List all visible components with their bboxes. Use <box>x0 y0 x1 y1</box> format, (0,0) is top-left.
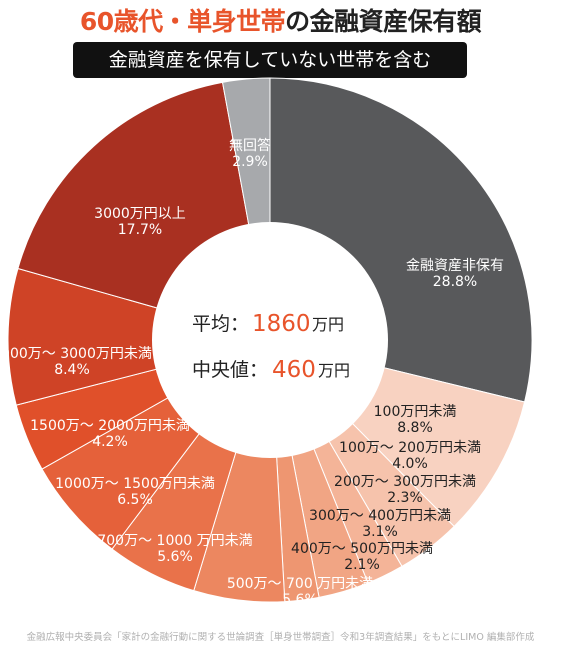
slice-value-5: 2.1% <box>344 557 380 573</box>
slice-label-10: 2000万～ 3000万円未満 <box>0 346 152 362</box>
slice-label-6: 500万～ 700 万円未満 <box>227 576 373 592</box>
source-footer: 金融広報中央委員会「家計の金融行動に関する世論調査［単身世帯調査］令和3年調査結… <box>26 632 535 643</box>
slice-value-1: 8.8% <box>397 420 433 436</box>
slice-label-4: 300万～ 400万円未満 <box>309 508 451 524</box>
median-unit: 万円 <box>318 361 350 380</box>
slice-value-3: 2.3% <box>387 490 423 506</box>
slice-value-2: 4.0% <box>392 456 428 472</box>
slice-value-0: 28.8% <box>433 274 477 290</box>
chart-subtitle: 金融資産を保有していない世帯を含む <box>73 42 467 78</box>
slice-value-4: 3.1% <box>362 524 398 540</box>
slice-value-10: 8.4% <box>54 362 90 378</box>
slice-label-7: 700万～ 1000 万円未満 <box>97 533 252 549</box>
chart-title-rest: の金融資産保有額 <box>285 7 482 36</box>
median-label: 中央値： <box>192 359 268 381</box>
median-value: 460 <box>272 357 316 383</box>
average-unit: 万円 <box>312 315 344 334</box>
average-value: 1860 <box>252 311 311 337</box>
center-summary: 平均： 1860 万円 中央値： 460 万円 <box>192 311 350 383</box>
slice-label-11: 3000万円以上 <box>94 206 186 222</box>
slice-value-12: 2.9% <box>232 154 268 170</box>
slice-value-11: 17.7% <box>118 222 162 238</box>
slice-label-2: 100万～ 200万円未満 <box>339 440 481 456</box>
chart-title-highlight: 60歳代・単身世帯 <box>79 7 286 36</box>
slice-label-3: 200万～ 300万円未満 <box>334 474 476 490</box>
average-label: 平均： <box>192 313 249 335</box>
slice-label-1: 100万円未満 <box>374 404 457 420</box>
slice-value-7: 5.6% <box>157 549 193 565</box>
slice-value-6: 5.6% <box>282 592 318 608</box>
slice-label-8: 1000万～ 1500万円未満 <box>55 476 215 492</box>
chart-title: 60歳代・単身世帯の金融資産保有額 <box>0 2 561 38</box>
slice-label-5: 400万～ 500万円未満 <box>291 541 433 557</box>
slice-label-12: 無回答 <box>229 137 271 154</box>
slice-label-0: 金融資産非保有 <box>406 258 504 274</box>
slice-value-8: 6.5% <box>117 492 153 508</box>
slice-value-9: 4.2% <box>92 434 128 450</box>
donut-hole <box>152 222 388 458</box>
slice-10 <box>7 267 272 406</box>
slice-label-9: 1500万～ 2000万円未満 <box>30 418 190 434</box>
